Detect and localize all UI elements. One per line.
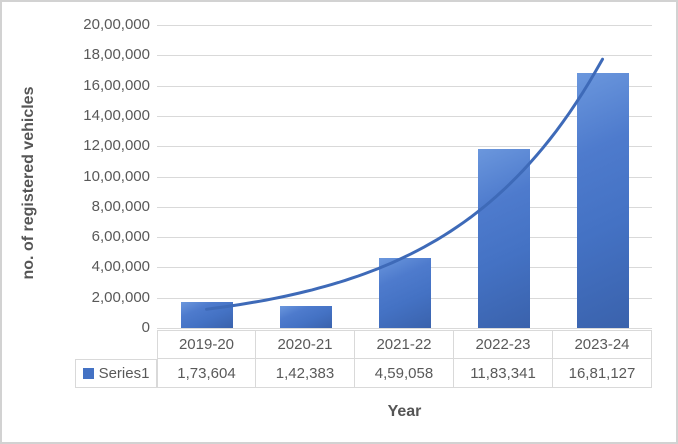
value-cell: 1,73,604: [157, 359, 256, 388]
gridline: [157, 85, 652, 87]
value-cell: 16,81,127: [553, 359, 652, 388]
y-axis-tick-label: 16,00,000: [83, 76, 150, 94]
gridline: [157, 176, 652, 178]
gridline: [157, 55, 652, 57]
y-axis-tick-label: 0: [141, 319, 150, 336]
category-label: 2023-24: [553, 330, 652, 359]
gridline: [157, 237, 652, 239]
y-axis-tick-label: 10,00,000: [83, 167, 150, 185]
x-axis-line: [157, 328, 652, 329]
value-cell: 4,59,058: [355, 359, 454, 388]
y-axis-tick-label: 14,00,000: [83, 106, 150, 124]
gridline: [157, 115, 652, 117]
y-axis-tick-label: 4,00,000: [91, 258, 150, 276]
trendline-path: [205, 57, 604, 311]
y-axis-tick-labels: 20,00,000 18,00,000 16,00,000 14,00,000 12,0…: [2, 2, 150, 342]
gridline: [157, 146, 652, 148]
gridline: [157, 25, 652, 26]
category-label: 2019-20: [157, 330, 256, 359]
category-label: 2022-23: [454, 330, 553, 359]
value-cell: 1,42,383: [256, 359, 355, 388]
y-axis-tick-label: 8,00,000: [91, 197, 150, 215]
category-label: 2021-22: [355, 330, 454, 359]
plot-area: [157, 25, 652, 329]
category-label: 2020-21: [256, 330, 355, 359]
y-axis-tick-label: 12,00,000: [83, 137, 150, 155]
series-legend-label: Series1: [98, 365, 150, 382]
bar-2022-23: [477, 148, 530, 328]
y-axis-tick-label: 20,00,000: [83, 16, 150, 33]
trendline-curve: [205, 57, 604, 311]
value-cell: 11,83,341: [454, 359, 553, 388]
legend-cell: Series1: [75, 359, 157, 388]
bar-2023-24: [576, 73, 629, 328]
y-axis-tick-label: 18,00,000: [83, 46, 150, 64]
y-axis-tick-label: 6,00,000: [91, 228, 150, 246]
y-axis-tick-label: 2,00,000: [91, 288, 150, 306]
series-legend-swatch-icon: [82, 368, 94, 379]
bar-2021-22: [378, 258, 431, 328]
data-table: Series1 2019-20 2020-21 2021-22 2022-23 2023…: [75, 330, 652, 388]
bar-2020-21: [279, 306, 332, 328]
gridline: [157, 206, 652, 208]
x-axis-title: Year: [387, 403, 422, 420]
